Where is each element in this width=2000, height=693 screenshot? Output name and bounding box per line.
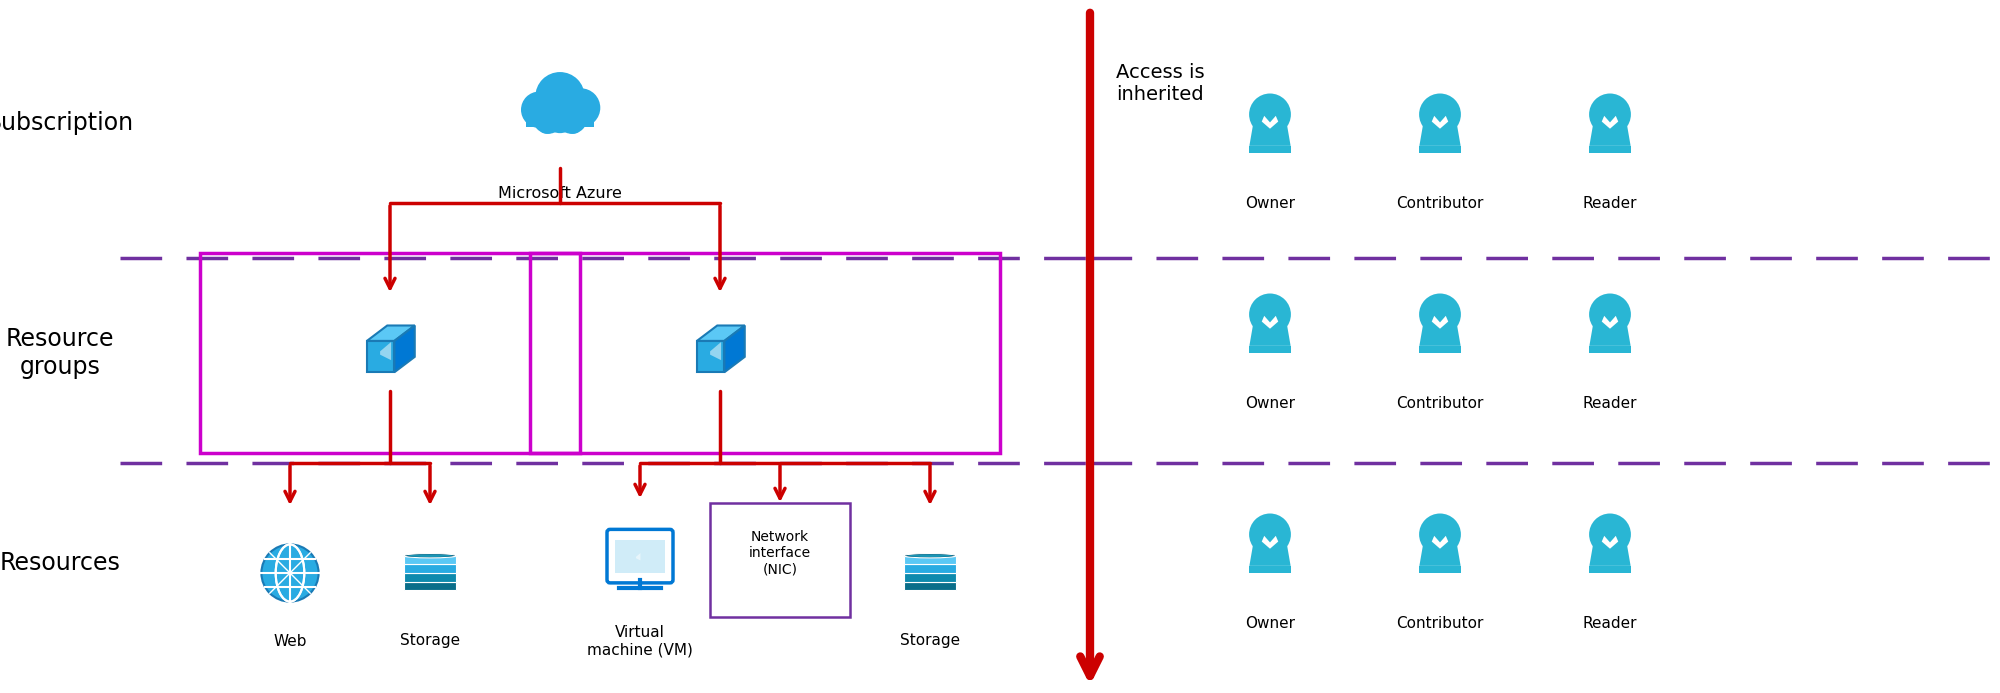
Bar	[904, 564, 956, 573]
Ellipse shape	[1420, 94, 1460, 135]
Polygon shape	[380, 342, 392, 360]
Polygon shape	[1262, 316, 1278, 328]
Ellipse shape	[540, 125, 554, 134]
Polygon shape	[1432, 536, 1448, 549]
Bar	[1250, 146, 1290, 153]
Ellipse shape	[408, 554, 452, 557]
Bar	[1420, 565, 1460, 573]
Text: Owner: Owner	[1244, 195, 1296, 211]
Bar	[404, 573, 456, 581]
Bar	[904, 573, 956, 581]
Bar	[1250, 346, 1290, 353]
Polygon shape	[1602, 536, 1618, 549]
Polygon shape	[366, 326, 414, 341]
Bar	[526, 116, 594, 128]
Ellipse shape	[1250, 294, 1290, 335]
Ellipse shape	[562, 88, 600, 128]
Bar	[548, 128, 574, 131]
Text: Storage: Storage	[400, 633, 460, 649]
Ellipse shape	[1250, 514, 1290, 555]
Ellipse shape	[908, 554, 952, 557]
Bar	[1590, 146, 1630, 153]
FancyBboxPatch shape	[608, 529, 672, 583]
Text: Reader: Reader	[1582, 615, 1638, 631]
Ellipse shape	[566, 125, 580, 134]
Ellipse shape	[1420, 294, 1460, 335]
Polygon shape	[696, 326, 744, 341]
Bar	[200, 253, 580, 453]
Text: Web: Web	[274, 633, 306, 649]
Ellipse shape	[1250, 94, 1290, 135]
Text: Contributor: Contributor	[1396, 195, 1484, 211]
Ellipse shape	[556, 103, 588, 134]
Polygon shape	[1590, 317, 1630, 346]
Polygon shape	[724, 326, 744, 372]
Text: Resource
groups: Resource groups	[6, 327, 114, 379]
Polygon shape	[1590, 117, 1630, 146]
Bar	[404, 564, 456, 573]
Text: Subscription: Subscription	[0, 111, 134, 135]
Ellipse shape	[1590, 94, 1630, 135]
Polygon shape	[696, 341, 724, 372]
Text: Reader: Reader	[1582, 396, 1638, 410]
Bar	[404, 581, 456, 590]
Polygon shape	[1590, 537, 1630, 566]
Polygon shape	[1602, 316, 1618, 328]
Polygon shape	[1420, 317, 1460, 346]
Polygon shape	[1420, 117, 1460, 146]
Polygon shape	[636, 553, 640, 561]
Bar	[904, 581, 956, 590]
Text: Access is
inherited: Access is inherited	[1116, 62, 1204, 103]
Ellipse shape	[404, 554, 456, 558]
Ellipse shape	[1590, 514, 1630, 555]
Text: Storage: Storage	[900, 633, 960, 649]
Polygon shape	[1250, 537, 1290, 566]
Text: Virtual
machine (VM): Virtual machine (VM)	[588, 625, 692, 657]
Polygon shape	[1262, 536, 1278, 549]
Text: Contributor: Contributor	[1396, 396, 1484, 410]
Polygon shape	[710, 342, 722, 360]
Ellipse shape	[520, 91, 558, 128]
Text: Contributor: Contributor	[1396, 615, 1484, 631]
Text: Owner: Owner	[1244, 615, 1296, 631]
Text: Owner: Owner	[1244, 396, 1296, 410]
Ellipse shape	[1420, 514, 1460, 555]
Text: Network
interface
(NIC): Network interface (NIC)	[748, 530, 812, 576]
FancyBboxPatch shape	[710, 503, 850, 617]
Ellipse shape	[262, 545, 318, 602]
Polygon shape	[642, 546, 650, 565]
Ellipse shape	[532, 103, 564, 134]
Bar	[1590, 346, 1630, 353]
Polygon shape	[1250, 317, 1290, 346]
Polygon shape	[1250, 117, 1290, 146]
Bar	[1420, 146, 1460, 153]
Bar	[904, 556, 956, 564]
Bar	[616, 541, 664, 572]
Polygon shape	[630, 552, 642, 565]
Polygon shape	[1432, 116, 1448, 129]
Ellipse shape	[904, 554, 956, 558]
Bar	[1420, 346, 1460, 353]
Polygon shape	[630, 546, 650, 552]
Polygon shape	[394, 326, 414, 372]
Polygon shape	[1602, 116, 1618, 129]
Ellipse shape	[536, 72, 584, 121]
Polygon shape	[366, 341, 394, 372]
Polygon shape	[1432, 316, 1448, 328]
Bar	[404, 556, 456, 564]
Polygon shape	[1420, 537, 1460, 566]
Text: Microsoft Azure: Microsoft Azure	[498, 186, 622, 200]
Bar	[530, 253, 1000, 453]
Bar	[1250, 565, 1290, 573]
Polygon shape	[1262, 116, 1278, 129]
Text: Reader: Reader	[1582, 195, 1638, 211]
Text: Resources: Resources	[0, 551, 120, 575]
Bar	[1590, 565, 1630, 573]
Ellipse shape	[1590, 294, 1630, 335]
Ellipse shape	[544, 99, 576, 133]
